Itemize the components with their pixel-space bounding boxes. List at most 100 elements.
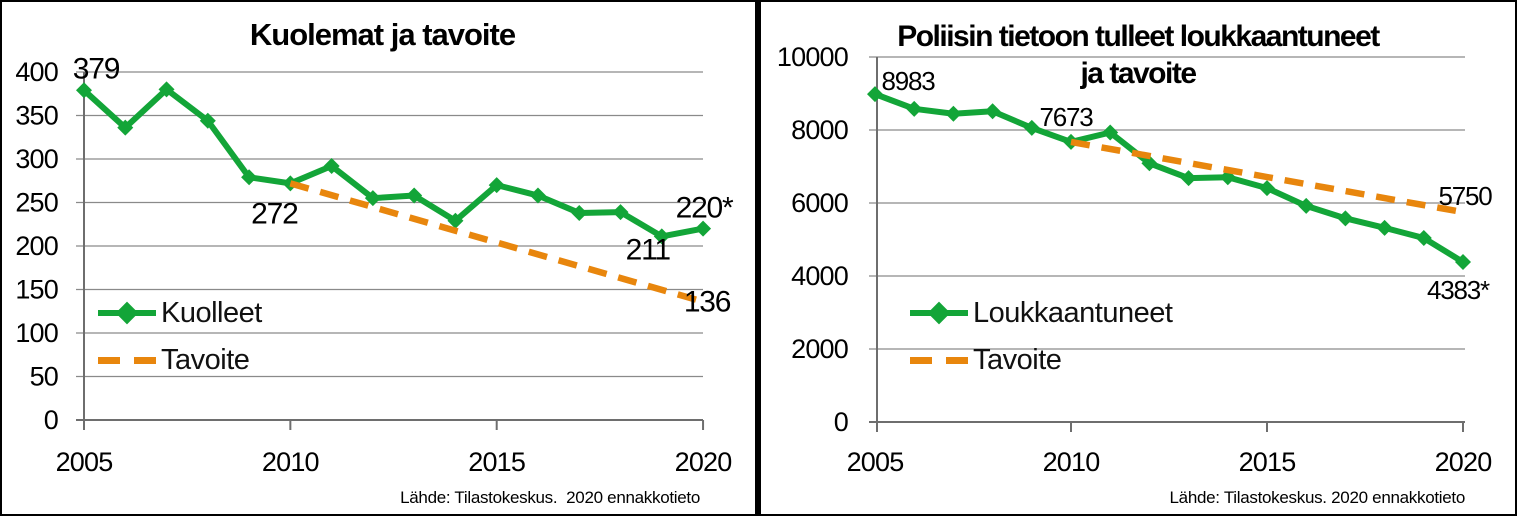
diamond-data-point	[76, 82, 92, 99]
diamond-marker-icon	[927, 301, 951, 325]
data-label: 8983	[881, 66, 935, 96]
diamond-marker-icon	[115, 301, 139, 325]
source-note: Lähde: Tilastokeskus. 2020 ennakkotieto	[400, 488, 700, 507]
injuries-title-line2: ja tavoite	[1080, 57, 1197, 90]
series-line	[872, 91, 1466, 266]
legend-item-kuolleet: Kuolleet	[98, 296, 262, 330]
dashed-line-legend-icon	[98, 356, 156, 364]
data-label: 211	[626, 233, 671, 266]
diamond-data-point	[364, 190, 381, 207]
chart-panel-deaths: 379 272 211 220* 136 0 50 100 150 200 250 300 350 400…	[2, 2, 755, 514]
diamond-data-point	[1023, 119, 1040, 136]
legend-item-tavoite: Tavoite	[98, 343, 250, 377]
legend-item-tavoite: Tavoite	[910, 343, 1062, 377]
legend-label: Tavoite	[161, 343, 250, 376]
diamond-data-point	[1180, 170, 1197, 187]
diamond-data-point	[1219, 169, 1236, 186]
diamond-data-point	[117, 119, 134, 136]
diamond-data-point	[1455, 254, 1471, 271]
data-label: 4383*	[1427, 275, 1490, 305]
solid-line-legend-icon	[910, 301, 968, 325]
diamond-data-point	[695, 220, 712, 237]
diamond-data-point	[1415, 230, 1432, 247]
x-tick-label: 2015	[1239, 447, 1296, 477]
dashed-line-legend-icon	[910, 356, 968, 364]
diamond-data-point	[867, 86, 883, 103]
diamond-data-point	[653, 228, 670, 245]
diamond-data-point	[488, 177, 505, 194]
diamond-data-point	[447, 212, 464, 229]
diamond-data-point	[945, 105, 962, 122]
diamond-data-point	[1259, 180, 1275, 197]
diamond-data-point	[571, 204, 588, 221]
diamond-data-point	[241, 169, 258, 186]
legend-item-loukkaantuneet: Loukkaantuneet	[910, 296, 1173, 330]
x-tick-label: 2015	[468, 447, 525, 477]
injuries-chart-title: Poliisin tietoon tulleet loukkaantuneet …	[761, 18, 1515, 92]
tick-labels: 0 50 100 150 200 250 300 350 400 2005 2010 2015 2020	[15, 57, 732, 477]
data-labels: 8983 7673 5750 4383*	[881, 66, 1493, 305]
diamond-data-point	[529, 187, 546, 204]
diamond-data-point	[1376, 219, 1393, 236]
data-label: 272	[251, 197, 298, 230]
x-tick-label: 2020	[675, 447, 732, 477]
y-tick-label: 10000	[777, 42, 848, 72]
data-label: 379	[73, 52, 120, 85]
data-series-line	[76, 81, 712, 245]
diamond-data-point	[906, 100, 923, 117]
data-label: 220*	[676, 192, 734, 225]
data-series-line	[867, 86, 1471, 271]
x-tick-label: 2010	[262, 447, 319, 477]
diamond-data-point	[984, 103, 1001, 120]
diamond-data-point	[199, 112, 216, 129]
y-tick-label: 4000	[791, 261, 848, 291]
legend-label: Kuolleet	[161, 296, 262, 329]
panel-divider	[755, 2, 761, 514]
target-dashed-line	[289, 180, 704, 305]
y-tick-label: 200	[15, 231, 58, 261]
injuries-title-line1: Poliisin tietoon tulleet loukkaantuneet	[897, 20, 1380, 53]
source-note: Lähde: Tilastokeskus. 2020 ennakkotieto	[1169, 488, 1466, 507]
y-tick-label: 400	[15, 57, 58, 87]
y-tick-label: 350	[15, 101, 58, 131]
y-tick-label: 150	[15, 275, 58, 305]
series-line	[81, 86, 707, 240]
diamond-data-point	[1141, 155, 1158, 172]
y-tick-label: 250	[15, 188, 58, 218]
y-tick-label: 0	[834, 407, 848, 437]
diamond-data-point	[406, 187, 423, 204]
diamond-data-point	[1298, 197, 1315, 214]
x-tick-label: 2005	[56, 447, 113, 477]
data-label: 5750	[1438, 181, 1492, 211]
diamond-data-point	[323, 157, 340, 174]
x-tick-label: 2005	[847, 447, 904, 477]
data-label: 7673	[1039, 102, 1093, 132]
axes	[76, 72, 705, 430]
y-tick-label: 2000	[791, 334, 848, 364]
data-label: 136	[684, 286, 731, 319]
injuries-chart-plot: 8983 7673 5750 4383* 0 2000 4000 6000 8000 10000 2…	[777, 42, 1494, 477]
tick-labels: 0 2000 4000 6000 8000 10000 2005 2010 2015 2020	[777, 42, 1492, 477]
deaths-chart-title: Kuolemat ja tavoite	[249, 17, 516, 52]
axes	[869, 57, 1465, 432]
y-tick-label: 6000	[791, 188, 848, 218]
chart-panel-injuries: 8983 7673 5750 4383* 0 2000 4000 6000 8000 10000 2…	[761, 2, 1515, 514]
y-tick-label: 50	[30, 362, 58, 392]
gridlines	[76, 71, 703, 378]
y-tick-label: 0	[44, 405, 58, 435]
diamond-data-point	[612, 204, 629, 221]
x-tick-label: 2020	[1435, 447, 1492, 477]
target-dashed-line	[1070, 138, 1464, 216]
x-tick-label: 2010	[1043, 447, 1100, 477]
legend-label: Tavoite	[973, 343, 1062, 376]
diamond-data-point	[1337, 210, 1354, 227]
diamond-data-point	[158, 81, 175, 98]
legend-label: Loukkaantuneet	[973, 296, 1173, 329]
diamond-data-point	[1102, 124, 1119, 141]
y-tick-label: 8000	[791, 115, 848, 145]
y-tick-label: 100	[15, 318, 58, 348]
y-tick-label: 300	[15, 144, 58, 174]
